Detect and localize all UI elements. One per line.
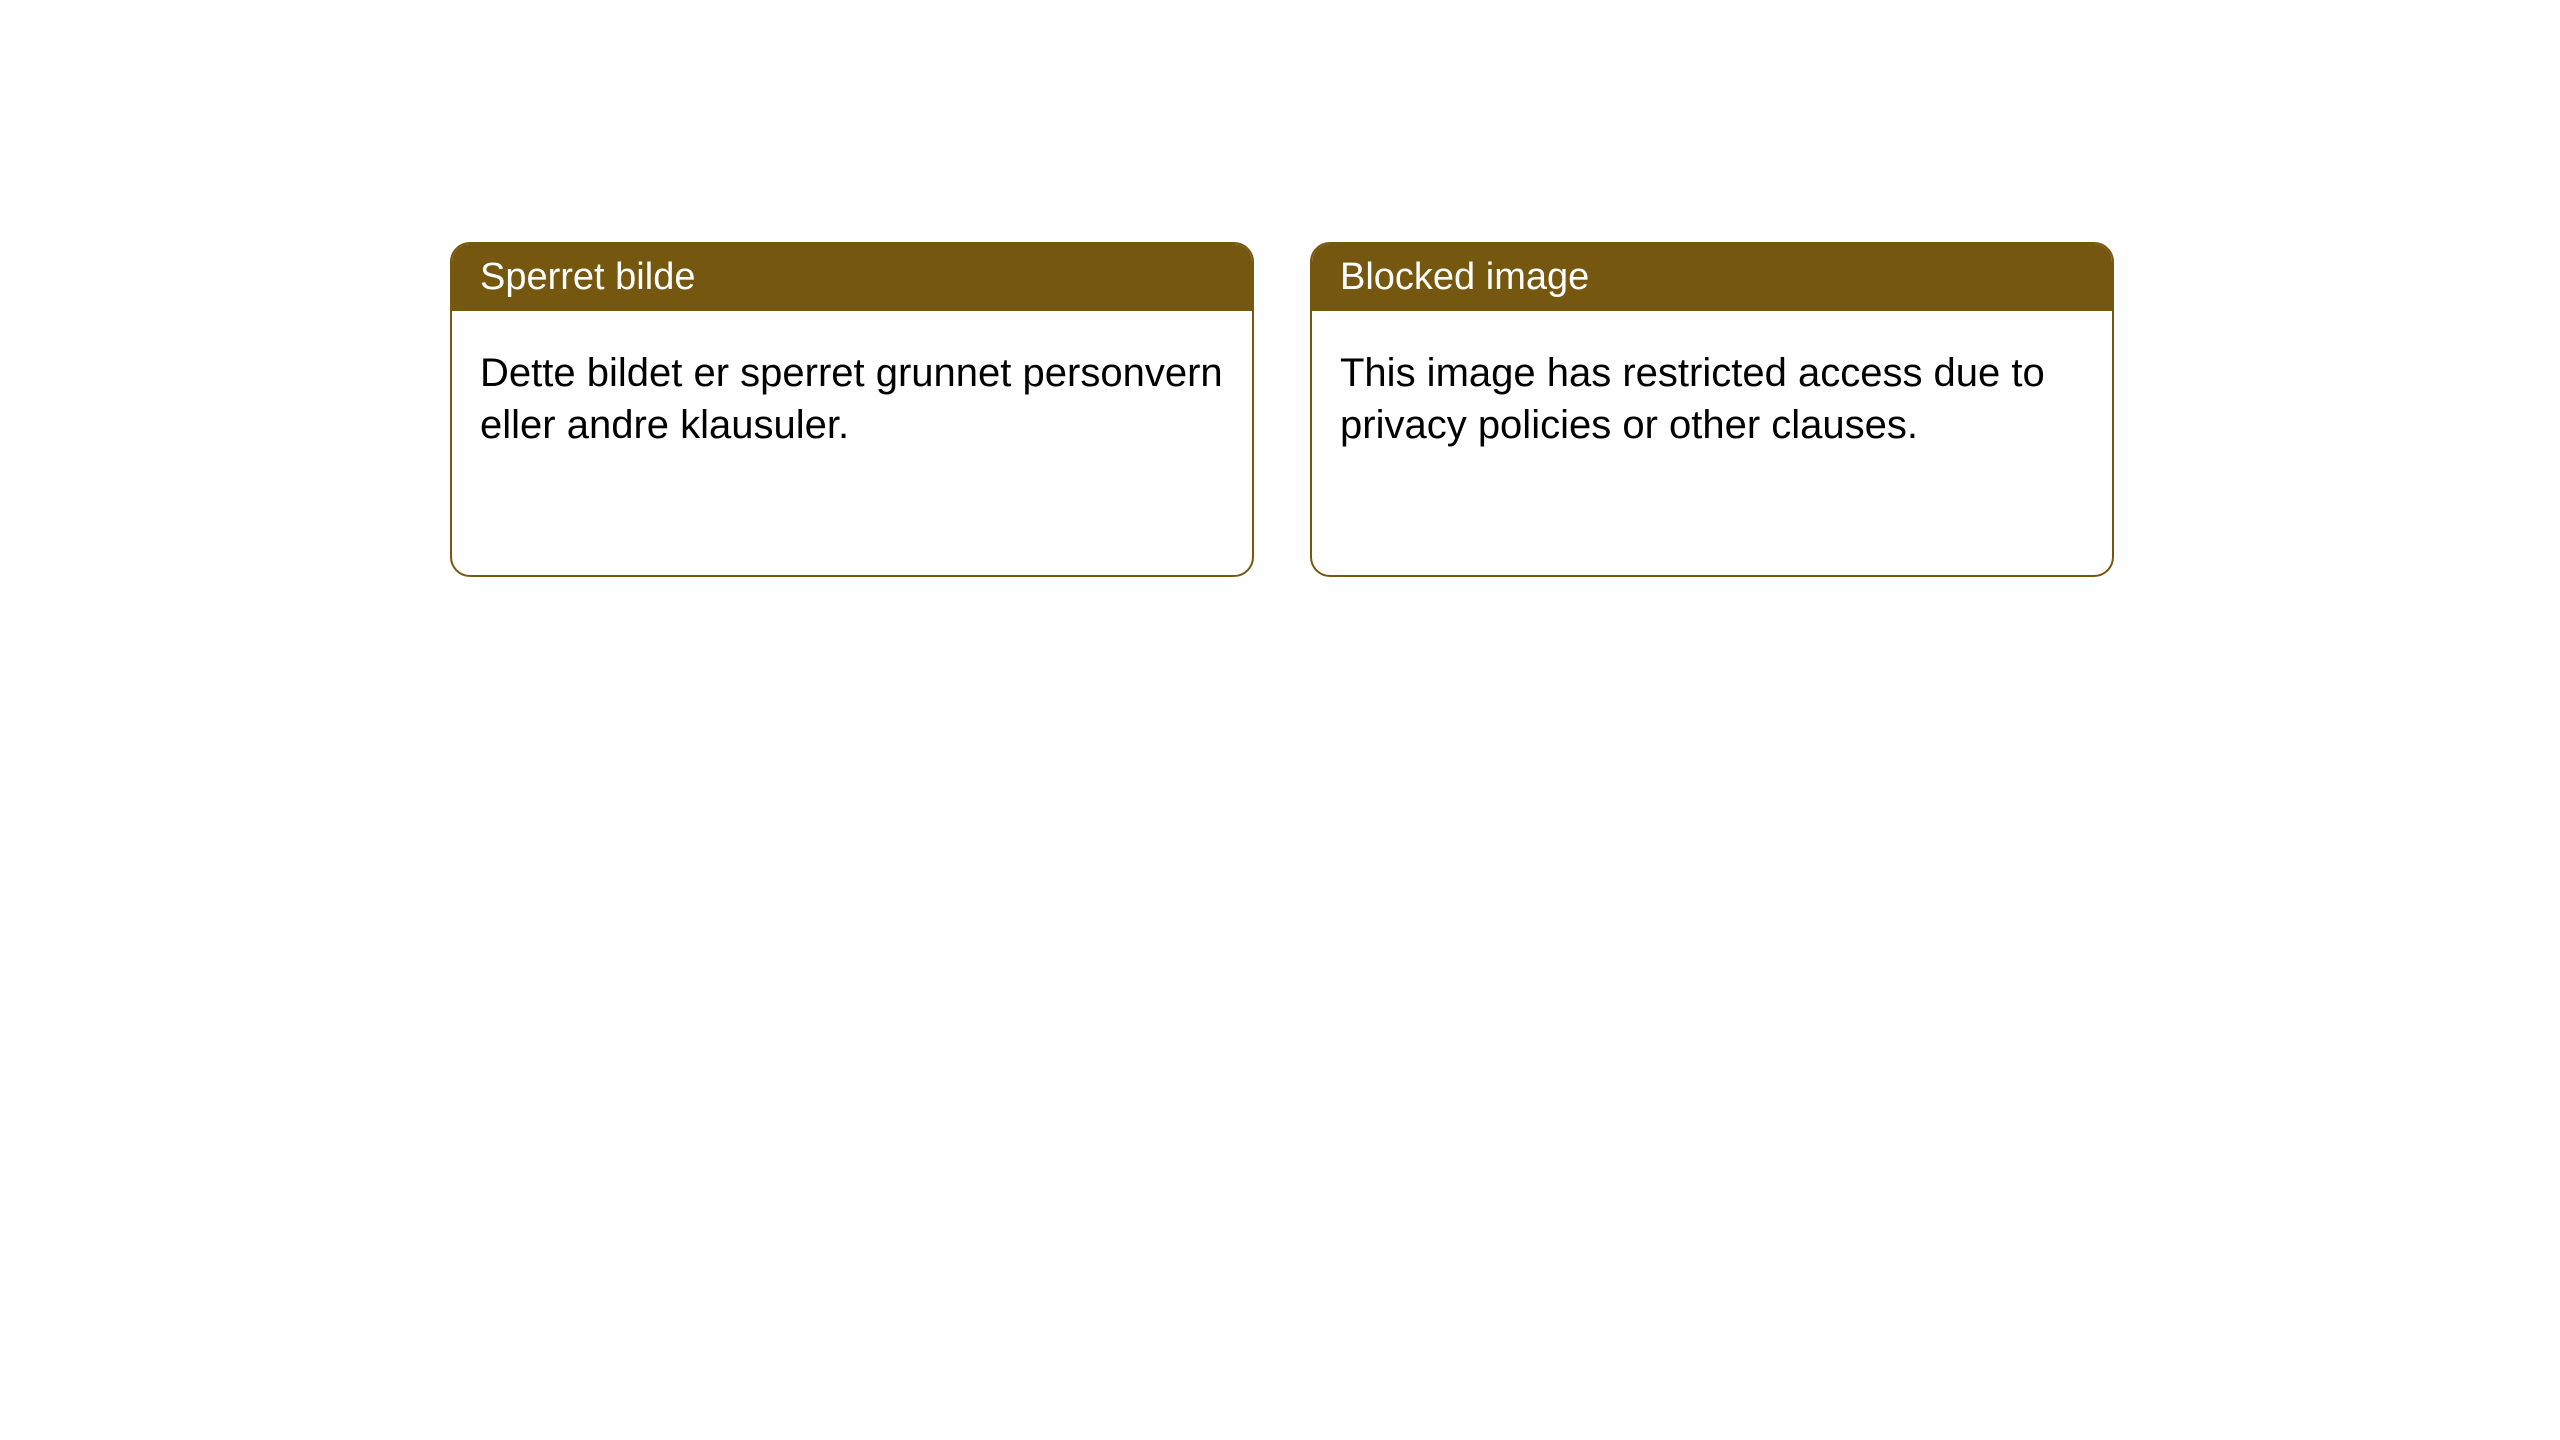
notice-text: This image has restricted access due to … [1340, 351, 2045, 447]
notice-title: Sperret bilde [480, 256, 695, 298]
notice-body: This image has restricted access due to … [1312, 311, 2112, 487]
notice-card-norwegian: Sperret bilde Dette bildet er sperret gr… [450, 242, 1254, 577]
notice-card-english: Blocked image This image has restricted … [1310, 242, 2114, 577]
notice-header: Sperret bilde [452, 244, 1252, 311]
notice-body: Dette bildet er sperret grunnet personve… [452, 311, 1252, 487]
notice-header: Blocked image [1312, 244, 2112, 311]
notice-text: Dette bildet er sperret grunnet personve… [480, 351, 1223, 447]
notice-container: Sperret bilde Dette bildet er sperret gr… [0, 0, 2560, 577]
notice-title: Blocked image [1340, 256, 1589, 298]
